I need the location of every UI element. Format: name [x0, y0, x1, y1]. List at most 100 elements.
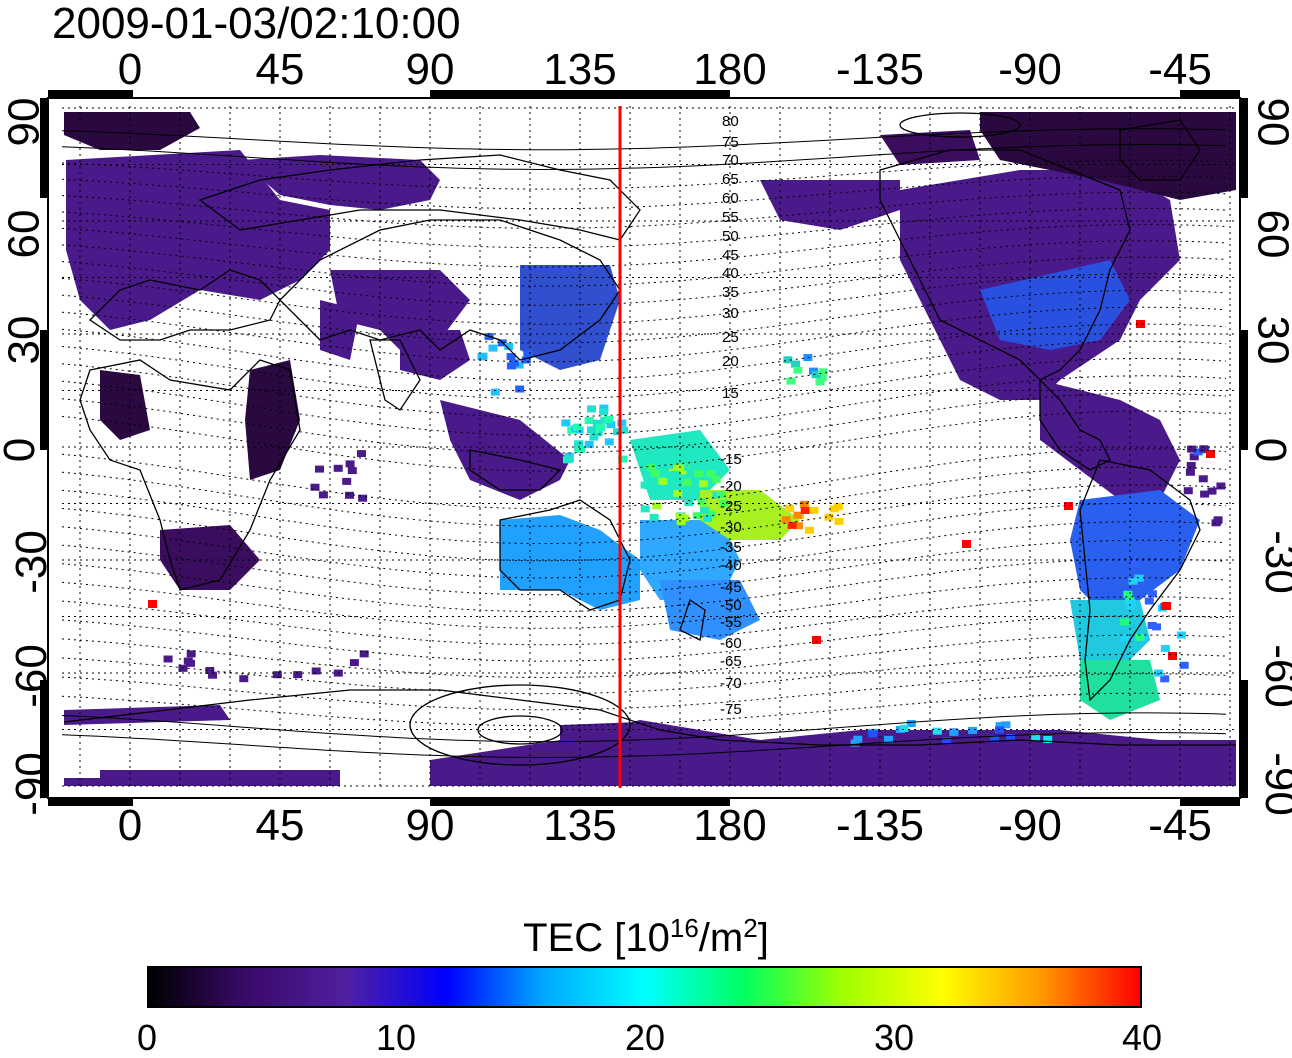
tec-pixel	[783, 356, 793, 364]
magnetic-latitude-contours	[61, 112, 1227, 766]
tec-pixel	[781, 516, 791, 524]
contour-label: -35	[720, 539, 742, 556]
tec-pixel	[652, 502, 662, 510]
mag-lat-contour	[61, 191, 1227, 229]
tec-pixel	[561, 419, 571, 427]
tec-pixel	[345, 460, 355, 468]
tec-pixel-high	[1064, 502, 1073, 510]
tec-pixel	[811, 371, 821, 379]
coastline	[879, 149, 1131, 381]
tec-pixel	[791, 360, 800, 368]
tec-pixel	[1130, 560, 1139, 568]
tec-region	[1080, 660, 1160, 720]
tec-pixel	[1186, 462, 1196, 469]
frame-bar	[48, 90, 133, 98]
tec-pixel	[1185, 468, 1195, 476]
frame-bar	[430, 798, 730, 806]
frame-bar	[40, 98, 48, 198]
top-tick-3: 135	[543, 45, 617, 94]
coastline	[1039, 378, 1111, 471]
tec-pixel	[640, 505, 650, 513]
tec-pixel	[1200, 490, 1210, 498]
tec-region	[160, 525, 260, 590]
lat-lon-grid	[62, 106, 1236, 788]
tec-pixel	[649, 513, 659, 521]
tec-pixel	[521, 356, 531, 364]
tec-pixel	[587, 405, 596, 413]
tec-pixel	[515, 385, 525, 393]
contour-label: 45	[722, 247, 739, 264]
tec-pixel	[163, 655, 173, 663]
mag-lat-contour	[61, 634, 1227, 679]
tec-region	[64, 705, 230, 725]
tec-pixel	[186, 659, 195, 667]
tec-pixel	[694, 470, 704, 478]
tec-pixel	[906, 720, 916, 727]
bottom-tick-3: 135	[543, 801, 617, 850]
contour-label: 75	[722, 134, 739, 151]
tec-pixel	[664, 461, 674, 469]
tec-pixel	[793, 511, 803, 519]
tec-pixel	[613, 428, 622, 436]
coastline	[1119, 119, 1201, 181]
tec-pixel	[618, 455, 628, 463]
tec-pixel	[333, 464, 343, 472]
contour-label: -25	[720, 498, 742, 515]
tec-pixel	[949, 728, 959, 736]
tec-pixel	[349, 659, 359, 667]
tec-pixel	[815, 378, 825, 386]
top-tick-5: -135	[835, 45, 925, 94]
mag-pole-contour	[409, 684, 631, 766]
contour-label: 25	[722, 329, 739, 346]
tec-pixel	[1213, 516, 1223, 524]
tec-pixel	[809, 506, 819, 514]
tec-pixel	[706, 470, 716, 478]
tec-pixel	[514, 361, 524, 369]
timestamp-title: 2009-01-03/02:10:00	[52, 0, 461, 48]
tec-pixel	[311, 667, 321, 675]
tec-pixel	[689, 465, 699, 473]
tec-pixel	[658, 477, 668, 485]
tec-pixel	[523, 350, 533, 358]
colorbar-tick-0: 0	[136, 1017, 158, 1058]
mag-pole-contour	[899, 112, 1021, 138]
mag-lat-contour	[61, 175, 1227, 210]
tec-pixel	[592, 419, 602, 427]
tec-pixel-high	[148, 600, 157, 608]
tec-pixel	[850, 739, 860, 747]
tec-pixel	[357, 450, 366, 458]
contour-label: -50	[720, 597, 742, 614]
tec-pixel	[1006, 733, 1015, 741]
tec-pixel	[488, 344, 498, 352]
coastline	[679, 598, 706, 641]
tec-pixel-high	[1206, 450, 1215, 458]
tec-pixel	[787, 521, 797, 529]
mag-lat-contour	[61, 731, 1227, 759]
coastline	[79, 359, 301, 591]
frame-bar	[1180, 798, 1240, 806]
bottom-tick-2: 90	[405, 801, 455, 850]
colorbar-tick-20: 20	[624, 1017, 666, 1058]
tec-pixel	[272, 671, 282, 679]
tec-pixel	[818, 368, 828, 376]
contour-label: 60	[722, 190, 739, 207]
contour-label: -20	[720, 478, 742, 495]
contour-label: 50	[722, 228, 739, 245]
tec-pixel	[599, 404, 609, 412]
contour-label: 55	[722, 209, 739, 226]
tec-region	[100, 770, 340, 786]
tec-region	[980, 260, 1130, 350]
tec-pixel	[564, 455, 574, 463]
coastline	[1079, 459, 1201, 702]
tec-region	[980, 112, 1236, 200]
tec-region	[760, 180, 900, 230]
tec-pixel	[574, 440, 584, 448]
contour-label: -30	[720, 519, 742, 536]
contour-label: -15	[720, 451, 742, 468]
frame-bar	[40, 330, 48, 450]
tec-region	[880, 130, 980, 165]
tec-region	[440, 400, 570, 500]
tec-pixel	[504, 342, 514, 350]
tec-pixel	[1120, 634, 1130, 642]
tec-region	[400, 330, 470, 380]
